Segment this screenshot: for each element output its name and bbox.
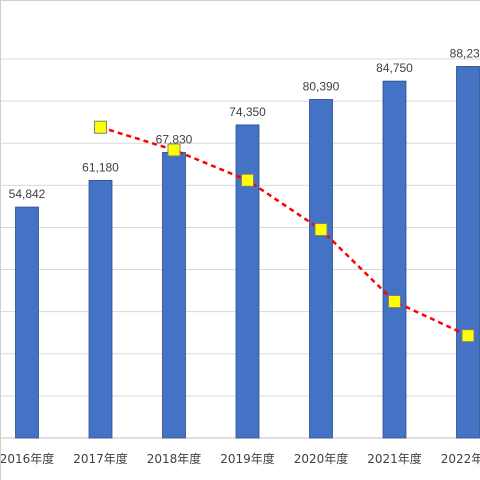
bar-data-label: 74,350 xyxy=(229,105,266,119)
trend-marker xyxy=(241,173,254,187)
bar-data-label: 61,180 xyxy=(82,160,119,174)
trend-line xyxy=(100,126,469,337)
x-tick-label: 2016年度 xyxy=(1,451,54,466)
bar xyxy=(309,99,333,439)
bar xyxy=(162,151,186,439)
bar xyxy=(235,124,260,439)
x-tick-label: 2021年度 xyxy=(367,451,422,466)
bars xyxy=(15,66,480,439)
bar xyxy=(382,80,407,439)
bar-data-label: 88,230 xyxy=(450,46,480,60)
trend-marker xyxy=(461,329,475,343)
trend-marker xyxy=(314,223,328,237)
trend-markers xyxy=(94,120,475,343)
x-tick-label: 2020年度 xyxy=(294,451,349,466)
bar-data-label: 84,750 xyxy=(376,61,413,75)
x-tick-label: 2019年度 xyxy=(220,451,275,466)
x-tick-label: 2022年度 xyxy=(441,451,480,466)
data-labels: 54,842 61,180 67,830 74,350 80,390 84,750 88,2… xyxy=(9,46,480,201)
x-axis: 2016年度 2017年度 2018年度 2019年度 2020年度 2021年度 2022… xyxy=(1,451,480,466)
bar xyxy=(88,179,113,439)
bar xyxy=(456,66,480,439)
x-tick-label: 2018年度 xyxy=(147,451,202,466)
trend-marker xyxy=(388,295,401,309)
bar-data-label: 54,842 xyxy=(9,187,46,201)
bar xyxy=(15,206,39,439)
trend-marker xyxy=(167,143,181,157)
bar-data-label: 80,390 xyxy=(303,79,340,93)
bar-data-label: 67,830 xyxy=(156,132,193,146)
trend-line-path xyxy=(100,126,469,337)
x-tick-label: 2017年度 xyxy=(73,451,128,466)
trend-marker xyxy=(94,120,107,134)
